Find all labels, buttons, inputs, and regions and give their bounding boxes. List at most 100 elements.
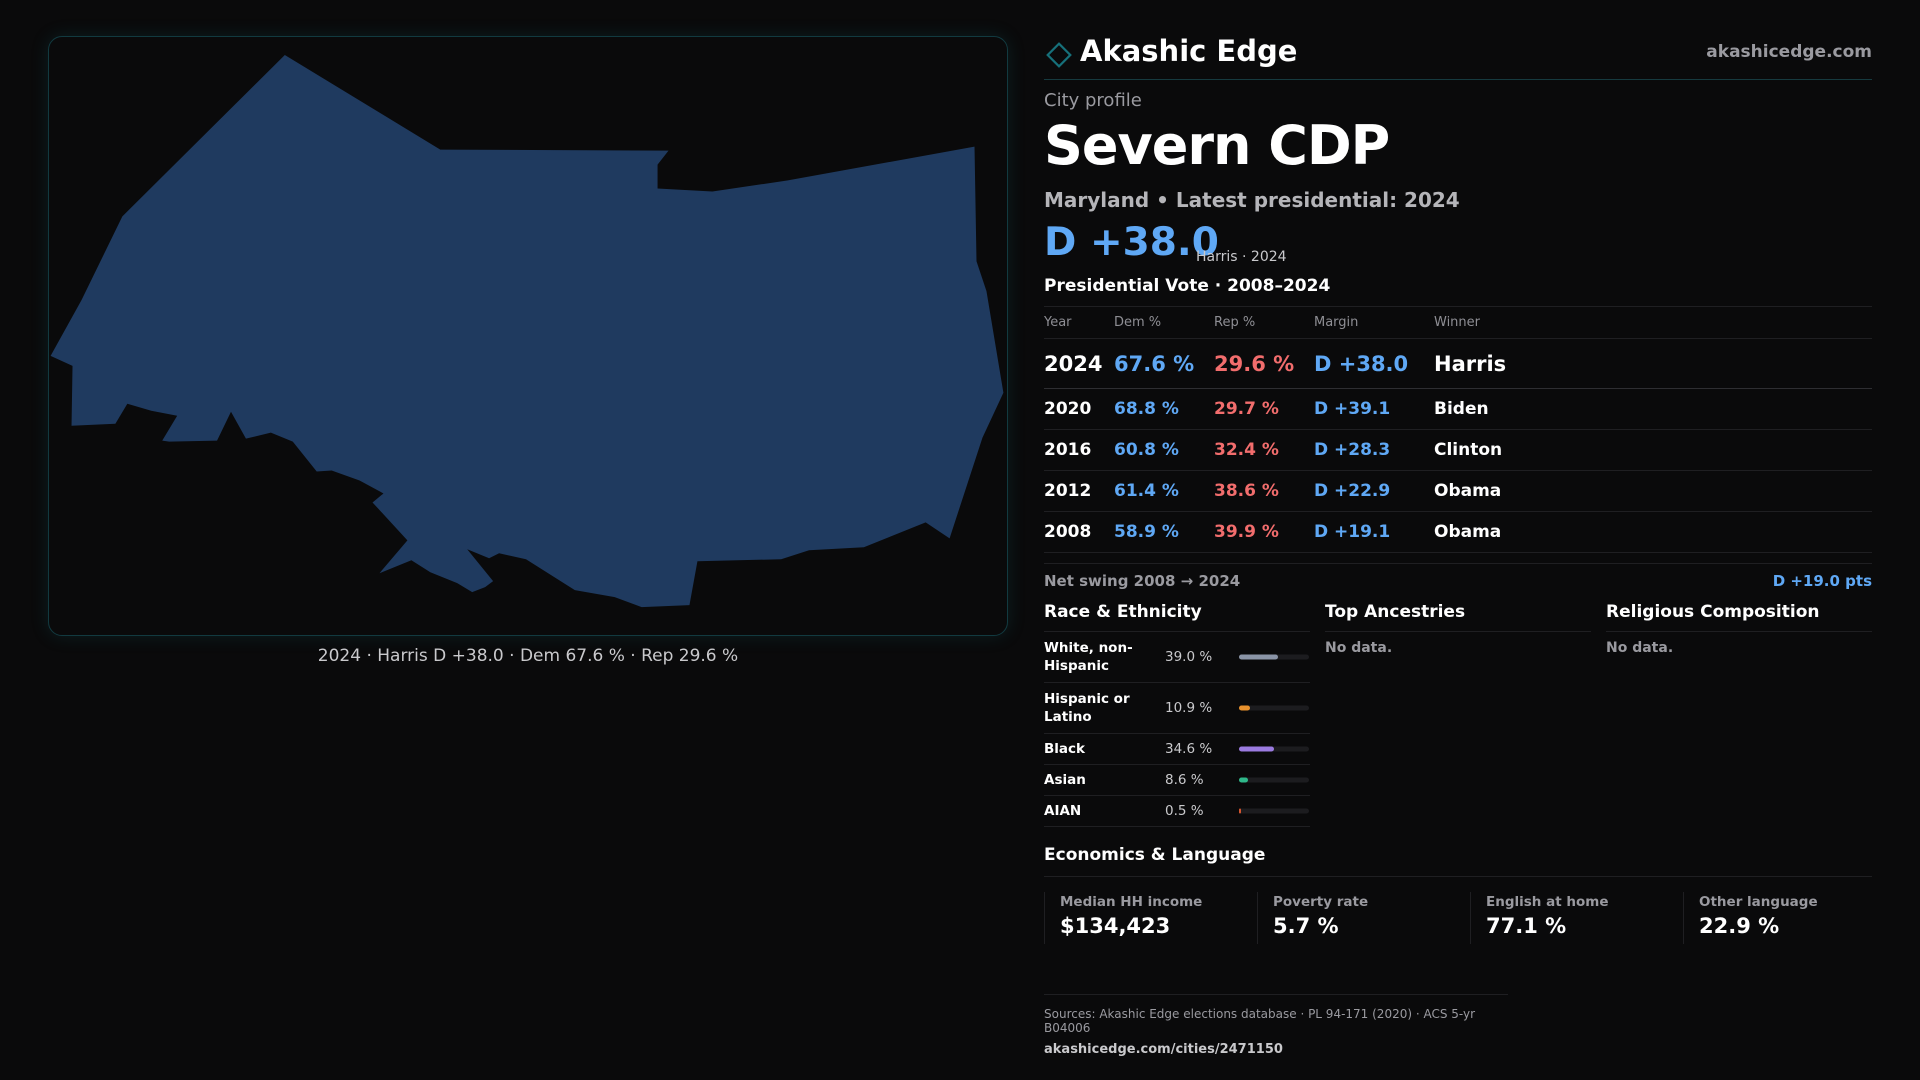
race-bar-track xyxy=(1239,746,1309,752)
cell-rep: 38.6 % xyxy=(1214,481,1279,501)
race-bar-fill xyxy=(1239,705,1250,711)
city-boundary-shape[interactable] xyxy=(50,54,1004,608)
race-pct: 10.9 % xyxy=(1165,700,1213,716)
stat-label: Median HH income xyxy=(1060,894,1203,910)
stat-value: 77.1 % xyxy=(1486,914,1567,938)
ancestries-section: Top Ancestries No data. xyxy=(1325,602,1591,656)
race-bar-fill xyxy=(1239,777,1248,783)
race-bar-track xyxy=(1239,705,1309,711)
headline-margin-note: Harris · 2024 xyxy=(1196,249,1287,265)
race-label: Black xyxy=(1044,741,1086,757)
race-label: Asian xyxy=(1044,772,1086,788)
col-header-year: Year xyxy=(1044,315,1072,330)
col-header-margin: Margin xyxy=(1314,315,1359,330)
list-item: Asian 8.6 % xyxy=(1044,765,1310,796)
col-header-dem: Dem % xyxy=(1114,315,1162,330)
list-item: White, non-Hispanic 39.0 % xyxy=(1044,632,1310,683)
cell-margin: D +19.1 xyxy=(1314,522,1391,542)
map-caption: 2024 · Harris D +38.0 · Dem 67.6 % · Rep… xyxy=(317,646,739,666)
table-row: 2008 58.9 % 39.9 % D +19.1 Obama xyxy=(1044,512,1872,553)
col-header-winner: Winner xyxy=(1434,315,1481,330)
cell-year: 2008 xyxy=(1044,522,1092,542)
cell-winner: Obama xyxy=(1434,522,1502,542)
brand-url-link[interactable]: akashicedge.com xyxy=(1706,42,1872,62)
diamond-logo-icon xyxy=(1046,42,1072,68)
table-header: Year Dem % Rep % Margin Winner xyxy=(1044,307,1872,339)
city-map[interactable] xyxy=(48,36,1008,636)
page-footer: Sources: Akashic Edge elections database… xyxy=(1044,994,1508,1057)
race-bar-track xyxy=(1239,808,1309,814)
vote-section-title: Presidential Vote · 2008–2024 xyxy=(1044,276,1331,296)
page-subtitle: Maryland • Latest presidential: 2024 xyxy=(1044,188,1460,212)
cell-rep: 39.9 % xyxy=(1214,522,1279,542)
presidential-vote-table: Year Dem % Rep % Margin Winner 2024 67.6… xyxy=(1044,306,1872,553)
profile-panel: Akashic Edge akashicedge.com City profil… xyxy=(1044,0,1872,1080)
table-row: 2020 68.8 % 29.7 % D +39.1 Biden xyxy=(1044,389,1872,430)
stat-median-income: Median HH income $134,423 xyxy=(1044,892,1251,944)
race-bar-fill xyxy=(1239,808,1241,814)
race-pct: 8.6 % xyxy=(1165,772,1204,788)
race-label: White, non-Hispanic xyxy=(1044,640,1133,674)
stat-other-language: Other language 22.9 % xyxy=(1683,892,1890,944)
race-label: AIAN xyxy=(1044,803,1082,819)
page-title: Severn CDP xyxy=(1044,114,1390,177)
cell-winner: Harris xyxy=(1434,351,1507,376)
cell-rep: 29.6 % xyxy=(1214,351,1295,376)
cell-winner: Biden xyxy=(1434,399,1489,419)
cell-rep: 29.7 % xyxy=(1214,399,1279,419)
table-row: 2012 61.4 % 38.6 % D +22.9 Obama xyxy=(1044,471,1872,512)
headline-margin: D +38.0 xyxy=(1044,220,1219,265)
cell-dem: 60.8 % xyxy=(1114,440,1179,460)
stat-english-at-home: English at home 77.1 % xyxy=(1470,892,1677,944)
cell-rep: 32.4 % xyxy=(1214,440,1279,460)
race-label: Hispanic or Latino xyxy=(1044,691,1130,725)
race-pct: 34.6 % xyxy=(1165,741,1213,757)
race-pct: 39.0 % xyxy=(1165,649,1213,665)
table-row: 2024 67.6 % 29.6 % D +38.0 Harris xyxy=(1044,339,1872,389)
cell-winner: Clinton xyxy=(1434,440,1503,460)
cell-margin: D +28.3 xyxy=(1314,440,1391,460)
ancestries-empty-state: No data. xyxy=(1325,640,1393,656)
brand-name[interactable]: Akashic Edge xyxy=(1080,34,1298,68)
brand-header: Akashic Edge akashicedge.com xyxy=(1044,32,1872,80)
cell-dem: 67.6 % xyxy=(1114,351,1195,376)
race-bar-track xyxy=(1239,777,1309,783)
stat-value: 22.9 % xyxy=(1699,914,1780,938)
cell-year: 2016 xyxy=(1044,440,1092,460)
cell-winner: Obama xyxy=(1434,481,1502,501)
stat-value: 5.7 % xyxy=(1273,914,1339,938)
col-header-rep: Rep % xyxy=(1214,315,1256,330)
race-bar-fill xyxy=(1239,654,1278,660)
cell-year: 2024 xyxy=(1044,351,1103,376)
net-swing-label: Net swing 2008 → 2024 xyxy=(1044,572,1241,590)
race-bar-track xyxy=(1239,654,1309,660)
list-item: AIAN 0.5 % xyxy=(1044,796,1310,827)
economics-grid: Median HH income $134,423 Poverty rate 5… xyxy=(1044,892,1872,944)
ancestries-section-title: Top Ancestries xyxy=(1325,602,1591,632)
cell-dem: 68.8 % xyxy=(1114,399,1179,419)
footer-url-link[interactable]: akashicedge.com/cities/2471150 xyxy=(1044,1042,1283,1057)
cell-margin: D +38.0 xyxy=(1314,351,1409,376)
race-section-title: Race & Ethnicity xyxy=(1044,602,1310,632)
list-item: Black 34.6 % xyxy=(1044,734,1310,765)
cell-margin: D +22.9 xyxy=(1314,481,1391,501)
page-eyebrow: City profile xyxy=(1044,90,1142,111)
footer-sources: Sources: Akashic Edge elections database… xyxy=(1044,1007,1476,1035)
map-svg xyxy=(50,54,1004,608)
race-bar-fill xyxy=(1239,746,1274,752)
net-swing-row: Net swing 2008 → 2024 D +19.0 pts xyxy=(1044,563,1872,593)
religion-section: Religious Composition No data. xyxy=(1606,602,1872,656)
cell-dem: 61.4 % xyxy=(1114,481,1179,501)
table-row: 2016 60.8 % 32.4 % D +28.3 Clinton xyxy=(1044,430,1872,471)
stat-label: Other language xyxy=(1699,894,1818,910)
net-swing-value: D +19.0 pts xyxy=(1772,572,1872,590)
cell-year: 2012 xyxy=(1044,481,1092,501)
stat-label: Poverty rate xyxy=(1273,894,1369,910)
economics-section-title: Economics & Language xyxy=(1044,845,1872,877)
stat-value: $134,423 xyxy=(1060,914,1171,938)
cell-dem: 58.9 % xyxy=(1114,522,1179,542)
stat-label: English at home xyxy=(1486,894,1609,910)
stat-poverty-rate: Poverty rate 5.7 % xyxy=(1257,892,1464,944)
race-ethnicity-section: Race & Ethnicity White, non-Hispanic 39.… xyxy=(1044,602,1310,827)
cell-margin: D +39.1 xyxy=(1314,399,1391,419)
